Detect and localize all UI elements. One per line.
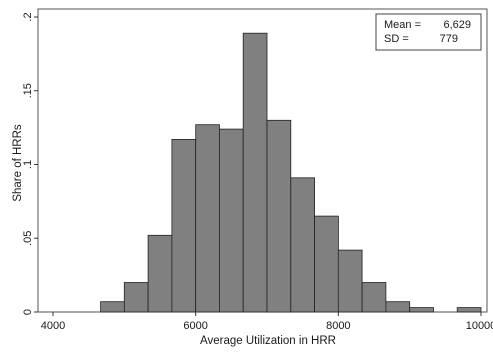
x-tick-label: 4000: [41, 320, 65, 332]
histogram-bar: [195, 124, 220, 313]
stats-mean-label: Mean =: [384, 19, 421, 31]
y-tick-label: 0: [22, 309, 34, 315]
histogram-bar: [290, 177, 315, 313]
x-axis-title: Average Utilization in HRR: [200, 335, 336, 347]
histogram-bar: [242, 32, 268, 313]
histogram-bar: [123, 282, 149, 313]
y-tick-label: .05: [22, 231, 34, 246]
y-tick-label: .15: [22, 83, 34, 98]
histogram-bar: [147, 234, 173, 313]
histogram-bar: [314, 215, 339, 313]
histogram-bar: [218, 128, 244, 313]
stats-sd-label: SD =: [384, 33, 409, 45]
x-tick-label: 8000: [326, 320, 350, 332]
stats-legend-box: [375, 13, 482, 51]
histogram-bar: [385, 301, 411, 313]
y-axis-title: Share of HRRs: [12, 124, 24, 202]
histogram-bar: [100, 301, 125, 313]
stats-sd-value: 779: [440, 33, 458, 45]
histogram-bar: [266, 119, 292, 313]
histogram-bar: [456, 307, 482, 313]
stats-legend: Mean = 6,629 SD = 779: [375, 13, 482, 51]
y-tick-label: .2: [22, 12, 34, 21]
histogram-bar: [171, 138, 197, 313]
histogram-bar: [361, 282, 387, 313]
x-tick-label: 6000: [183, 320, 207, 332]
bars-layer: [100, 32, 482, 313]
histogram-bar: [409, 307, 434, 313]
y-tick-label: .1: [22, 160, 34, 169]
histogram-bar: [337, 249, 363, 313]
stats-mean-value: 6,629: [443, 19, 471, 31]
